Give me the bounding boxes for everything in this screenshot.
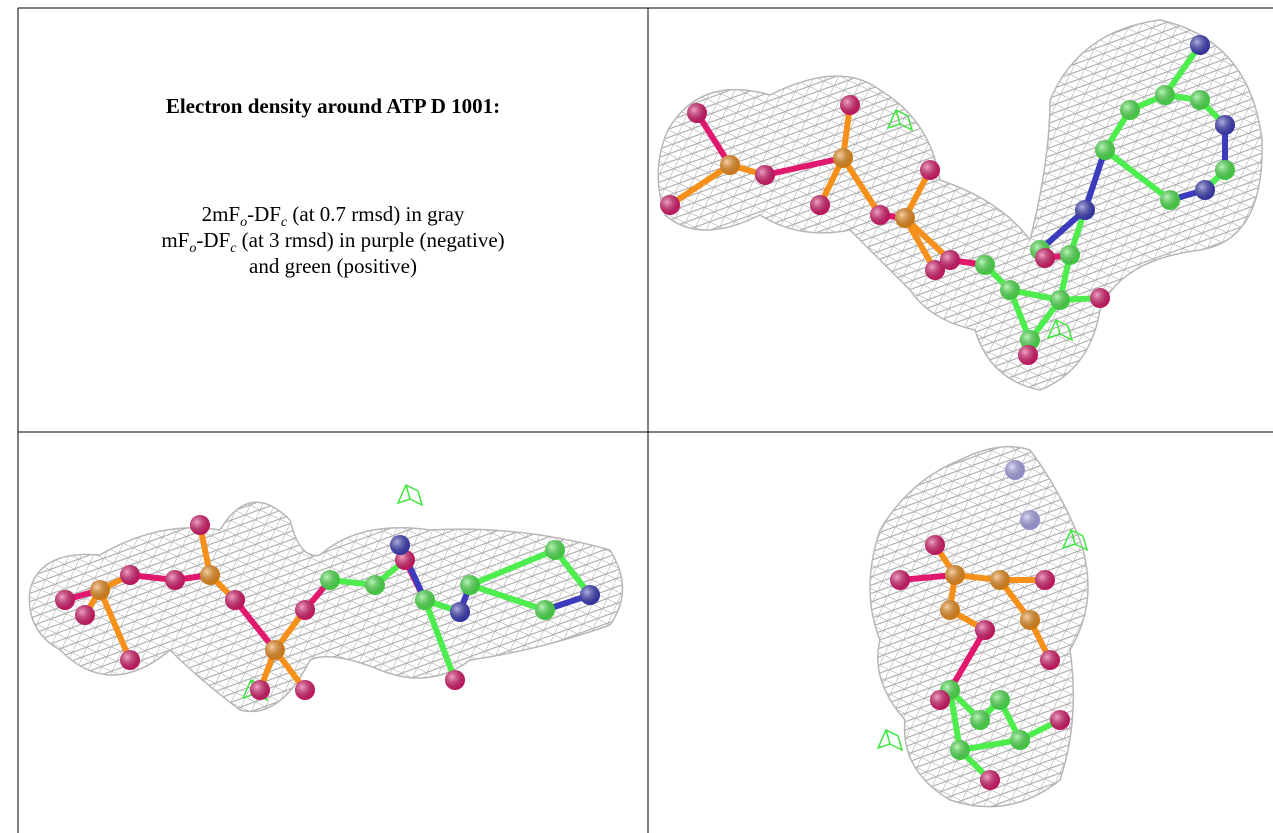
atom-shade [895, 208, 915, 228]
atom-shade [580, 585, 600, 605]
atom-shade [1050, 290, 1070, 310]
atom-shade [265, 640, 285, 660]
atom-shade [1090, 288, 1110, 308]
atom-shade [1060, 245, 1080, 265]
atom-shade [545, 540, 565, 560]
atom-shade [295, 680, 315, 700]
atom-shade [975, 620, 995, 640]
atom-shade [460, 575, 480, 595]
atom-shade [1095, 140, 1115, 160]
atom-shade [945, 565, 965, 585]
atom-shade [920, 160, 940, 180]
atom-shade [75, 605, 95, 625]
text: 2mF [202, 202, 241, 226]
text: (at 3 rmsd) in purple (negative) [236, 228, 504, 252]
atom-shade [890, 570, 910, 590]
atom-shade [1160, 190, 1180, 210]
atom-shade [225, 590, 245, 610]
atom-shade [1020, 610, 1040, 630]
atom-shade [1020, 510, 1040, 530]
positive-density [878, 730, 902, 750]
atom-shade [365, 575, 385, 595]
atom-shade [1040, 650, 1060, 670]
atom-shade [940, 600, 960, 620]
atom-shade [970, 710, 990, 730]
atom-shade [415, 590, 435, 610]
atom-shade [295, 600, 315, 620]
molecule-images [29, 20, 1262, 807]
atom-shade [1035, 248, 1055, 268]
atom-shade [390, 535, 410, 555]
atom-shade [840, 95, 860, 115]
atom-shade [445, 670, 465, 690]
atom-shade [1050, 710, 1070, 730]
figure-table [0, 0, 1273, 833]
atom-shade [1010, 730, 1030, 750]
caption-line: 2mFo-DFc (at 0.7 rmsd) in gray [18, 202, 648, 231]
atom-shade [1215, 115, 1235, 135]
atom-shade [55, 590, 75, 610]
atom-shade [190, 515, 210, 535]
atom-shade [1120, 100, 1140, 120]
atom-shade [940, 250, 960, 270]
atom-shade [870, 205, 890, 225]
atom-shade [90, 580, 110, 600]
text: (at 0.7 rmsd) in gray [287, 202, 464, 226]
atom-shade [990, 570, 1010, 590]
atom-shade [980, 770, 1000, 790]
atom-shade [1018, 345, 1038, 365]
atom-shade [1000, 280, 1020, 300]
text: -DF [196, 228, 230, 252]
atom-shade [930, 690, 950, 710]
atom-shade [950, 740, 970, 760]
atom-shade [975, 255, 995, 275]
atom-shade [320, 570, 340, 590]
atom-shade [535, 600, 555, 620]
atom-shade [1155, 85, 1175, 105]
atom-shade [1190, 35, 1210, 55]
page: {"title": "Electron density around ATP D… [0, 0, 1273, 833]
atom-shade [660, 195, 680, 215]
atom-shade [925, 535, 945, 555]
atom-shade [1075, 200, 1095, 220]
atom-shade [1035, 570, 1055, 590]
atom-shade [165, 570, 185, 590]
atom-shade [120, 650, 140, 670]
atom-shade [1215, 160, 1235, 180]
atom-shade [120, 565, 140, 585]
atom-shade [1190, 90, 1210, 110]
text: -DF [247, 202, 281, 226]
atom-shade [833, 148, 853, 168]
atom-shade [450, 602, 470, 622]
atom-shade [990, 690, 1010, 710]
cell-title: Electron density around ATP D 1001: [18, 94, 648, 119]
positive-density [398, 485, 422, 505]
caption-line: and green (positive) [18, 254, 648, 279]
caption-line: mFo-DFc (at 3 rmsd) in purple (negative) [18, 228, 648, 257]
atom-shade [755, 165, 775, 185]
text: mF [161, 228, 189, 252]
atom-shade [1005, 460, 1025, 480]
atom-shade [687, 103, 707, 123]
atom-shade [720, 155, 740, 175]
atom-shade [1195, 180, 1215, 200]
atom-shade [810, 195, 830, 215]
atom-shade [250, 680, 270, 700]
atom-shade [200, 565, 220, 585]
